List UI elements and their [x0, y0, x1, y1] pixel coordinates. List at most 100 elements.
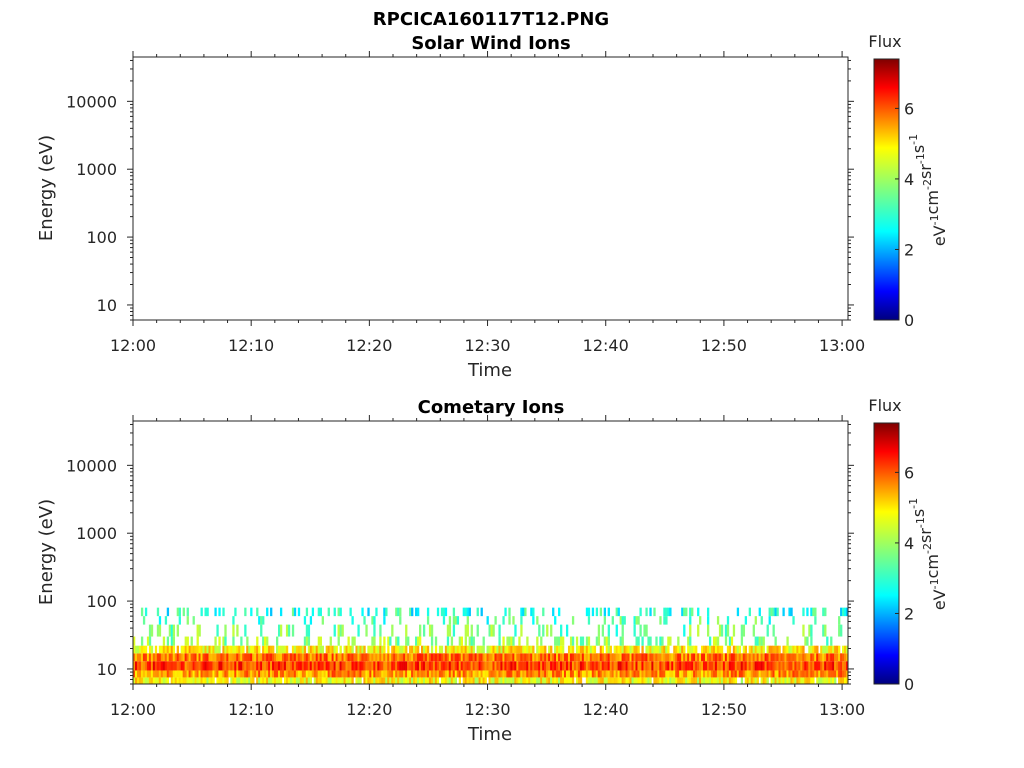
heatmap-cell: [184, 636, 187, 646]
heatmap-cell: [158, 645, 162, 654]
heatmap-cell: [319, 677, 322, 684]
heatmap-cell: [722, 670, 726, 678]
heatmap-cell: [279, 661, 283, 671]
heatmap-cell: [436, 607, 440, 617]
heatmap-cell: [842, 653, 845, 662]
heatmap-cell: [391, 645, 394, 654]
heatmap-cell: [397, 677, 400, 684]
heatmap-cell: [262, 636, 265, 646]
heatmap-cell: [806, 661, 809, 671]
heatmap-cell: [577, 677, 581, 684]
heatmap-cell: [552, 677, 555, 684]
heatmap-cell: [319, 645, 322, 654]
heatmap-cell: [530, 661, 533, 671]
heatmap-cell: [685, 661, 688, 671]
heatmap-cell: [506, 677, 509, 684]
heatmap-cell: [397, 661, 400, 671]
heatmap-cell: [194, 653, 197, 662]
y-axis-label: Energy (eV): [36, 135, 57, 241]
heatmap-cell: [677, 661, 680, 671]
heatmap-cell: [613, 645, 616, 654]
heatmap-cell: [581, 645, 585, 654]
heatmap-cell: [210, 645, 213, 654]
heatmap-cell: [343, 670, 346, 678]
heatmap-cell: [381, 645, 384, 654]
heatmap-cell: [395, 677, 398, 684]
heatmap-cell: [395, 661, 398, 671]
heatmap-cell: [172, 636, 176, 646]
heatmap-cell: [587, 616, 591, 625]
heatmap-cell: [691, 661, 694, 671]
heatmap-cell: [571, 645, 575, 654]
heatmap-cell: [508, 677, 511, 684]
heatmap-cell: [236, 670, 239, 678]
heatmap-cell: [236, 661, 239, 671]
heatmap-cell: [667, 653, 670, 662]
heatmap-cell: [744, 616, 748, 625]
heatmap-cell: [420, 670, 424, 678]
heatmap-cell: [299, 670, 303, 678]
heatmap-cell: [134, 670, 138, 678]
heatmap-cell: [528, 645, 531, 654]
heatmap-cell: [772, 645, 775, 654]
heatmap-cell: [361, 670, 364, 678]
heatmap-cell: [623, 616, 626, 625]
heatmap-cell: [422, 653, 426, 662]
heatmap-cell: [508, 653, 511, 662]
heatmap-cell: [279, 607, 283, 617]
heatmap-cell: [695, 661, 698, 671]
heatmap-cell: [625, 677, 628, 684]
heatmap-cell: [144, 653, 148, 662]
heatmap-cell: [411, 607, 414, 617]
heatmap-cell: [736, 645, 740, 654]
heatmap-cell: [180, 661, 183, 671]
heatmap-cell: [148, 677, 152, 684]
heatmap-cell: [420, 661, 424, 671]
heatmap-cell: [720, 624, 724, 637]
heatmap-cell: [705, 677, 708, 684]
heatmap-cell: [395, 607, 398, 617]
heatmap-cell: [623, 677, 626, 684]
heatmap-cell: [691, 653, 694, 662]
heatmap-cell: [625, 661, 628, 671]
heatmap-cell: [409, 661, 412, 671]
heatmap-cell: [446, 670, 450, 678]
heatmap-cell: [450, 670, 454, 678]
heatmap-cell: [303, 677, 307, 684]
heatmap-cell: [234, 653, 237, 662]
heatmap-cell: [206, 645, 209, 654]
heatmap-cell: [470, 624, 473, 637]
x-tick-label: 12:30: [464, 700, 510, 719]
heatmap-cell: [661, 645, 664, 654]
heatmap-cell: [706, 607, 710, 617]
heatmap-cell: [460, 661, 463, 671]
heatmap-cell: [734, 653, 738, 662]
heatmap-cell: [452, 670, 456, 678]
unit-base: s: [909, 145, 928, 153]
heatmap-cell: [385, 653, 388, 662]
heatmap-cell: [224, 670, 227, 678]
heatmap-cell: [641, 645, 644, 654]
heatmap-cell: [452, 645, 456, 654]
heatmap-cell: [671, 670, 674, 678]
heatmap-cell: [466, 661, 469, 671]
heatmap-cell: [226, 661, 229, 671]
heatmap-cell: [516, 677, 519, 684]
heatmap-cell: [466, 677, 469, 684]
heatmap-cell: [754, 661, 757, 671]
heatmap-cell: [834, 661, 837, 671]
heatmap-cell: [605, 670, 608, 678]
heatmap-cell: [325, 653, 328, 662]
heatmap-cell: [317, 677, 320, 684]
heatmap-cell: [176, 670, 179, 678]
heatmap-cell: [204, 670, 207, 678]
heatmap-cell: [832, 677, 835, 684]
heatmap-cell: [409, 670, 412, 678]
heatmap-cell: [345, 677, 348, 684]
heatmap-cell: [214, 607, 217, 617]
heatmap-cell: [842, 670, 845, 678]
heatmap-cell: [434, 670, 438, 678]
heatmap-cell: [166, 607, 170, 617]
heatmap-cell: [383, 645, 386, 654]
heatmap-cell: [577, 661, 581, 671]
